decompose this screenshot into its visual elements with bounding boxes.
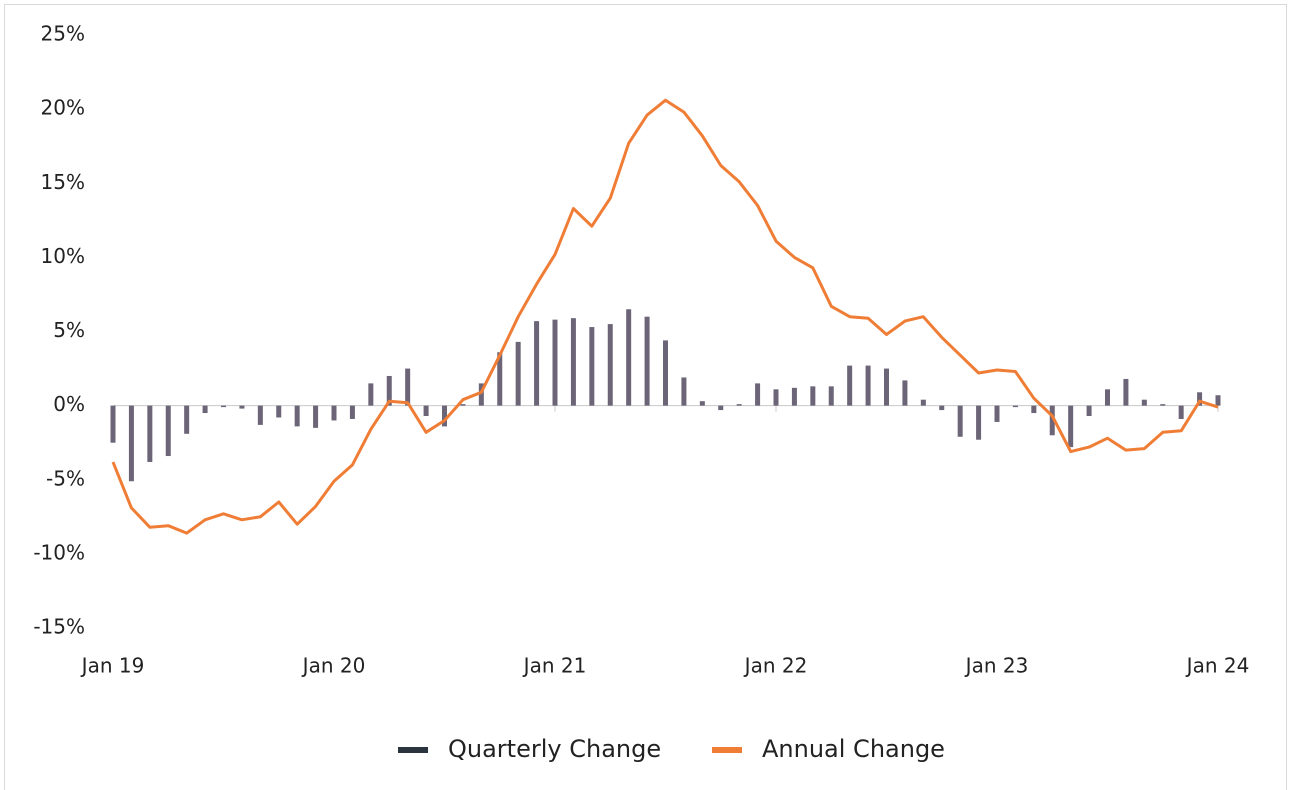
bar	[755, 383, 761, 406]
bar	[221, 405, 226, 408]
bar	[828, 386, 834, 406]
x-tick-label: Jan 19	[80, 654, 145, 678]
bar	[239, 405, 245, 409]
bar	[368, 383, 374, 406]
x-tick-label: Jan 24	[1185, 654, 1250, 678]
bar	[920, 399, 926, 406]
bar	[442, 405, 447, 427]
bar	[810, 386, 816, 406]
bar	[460, 404, 466, 406]
bar	[884, 368, 889, 406]
bar	[847, 365, 853, 406]
bar	[1215, 395, 1221, 406]
y-tick-label: 25%	[41, 22, 85, 46]
bar	[497, 352, 503, 406]
y-tick-label: 0%	[53, 392, 85, 416]
x-tick-label: Jan 23	[964, 654, 1029, 678]
bar	[902, 380, 908, 406]
bar	[1068, 405, 1074, 448]
bar	[257, 405, 263, 425]
bar	[718, 405, 724, 411]
bar	[534, 321, 540, 406]
bar	[699, 401, 705, 406]
bar	[294, 405, 300, 427]
bar	[1031, 405, 1037, 414]
bar	[1012, 405, 1018, 408]
bar	[939, 405, 945, 411]
bar	[865, 365, 871, 406]
y-tick-label: -15%	[33, 615, 85, 639]
bar	[147, 405, 153, 462]
bar	[276, 405, 282, 418]
line	[111, 98, 1219, 535]
bar	[202, 405, 208, 414]
bar	[110, 405, 116, 443]
bar	[184, 405, 190, 434]
bar	[552, 319, 558, 406]
bar	[313, 405, 319, 428]
bar	[405, 368, 411, 406]
bar	[994, 405, 1000, 422]
x-tick-label: Jan 20	[301, 654, 366, 678]
bar	[331, 405, 337, 421]
y-tick-label: 15%	[41, 170, 85, 194]
legend-label: Annual Change	[762, 735, 945, 763]
bar	[773, 389, 779, 406]
bar	[1197, 392, 1203, 406]
bar	[128, 405, 134, 482]
bar	[478, 383, 484, 406]
y-tick-label: -5%	[46, 466, 85, 490]
y-tick-label: -10%	[33, 540, 85, 564]
bar	[386, 375, 392, 406]
bar	[626, 309, 632, 406]
bar	[736, 404, 742, 406]
legend-swatch	[712, 747, 742, 753]
bar	[1178, 405, 1184, 419]
bar	[1049, 405, 1055, 436]
bar	[976, 405, 982, 440]
bar	[1105, 389, 1110, 406]
y-tick-label: 20%	[41, 96, 85, 120]
bar	[1123, 378, 1129, 406]
bar	[1086, 405, 1092, 417]
bar	[663, 340, 668, 406]
x-tick-label: Jan 22	[743, 654, 808, 678]
bar	[1160, 404, 1166, 406]
bar	[515, 341, 521, 406]
bar	[349, 405, 355, 419]
bar	[570, 318, 576, 406]
legend-label: Quarterly Change	[448, 735, 661, 763]
y-tick-label: 5%	[53, 318, 85, 342]
bar	[791, 387, 797, 406]
bar	[644, 316, 650, 406]
bar	[165, 405, 171, 457]
y-tick-label: 10%	[41, 244, 85, 268]
bar	[957, 405, 963, 437]
bar	[607, 324, 613, 406]
bar	[589, 327, 595, 406]
bar	[1141, 399, 1147, 406]
legend-swatch	[398, 747, 428, 753]
bar	[423, 405, 429, 417]
bar	[681, 377, 687, 406]
x-tick-label: Jan 21	[522, 654, 587, 678]
